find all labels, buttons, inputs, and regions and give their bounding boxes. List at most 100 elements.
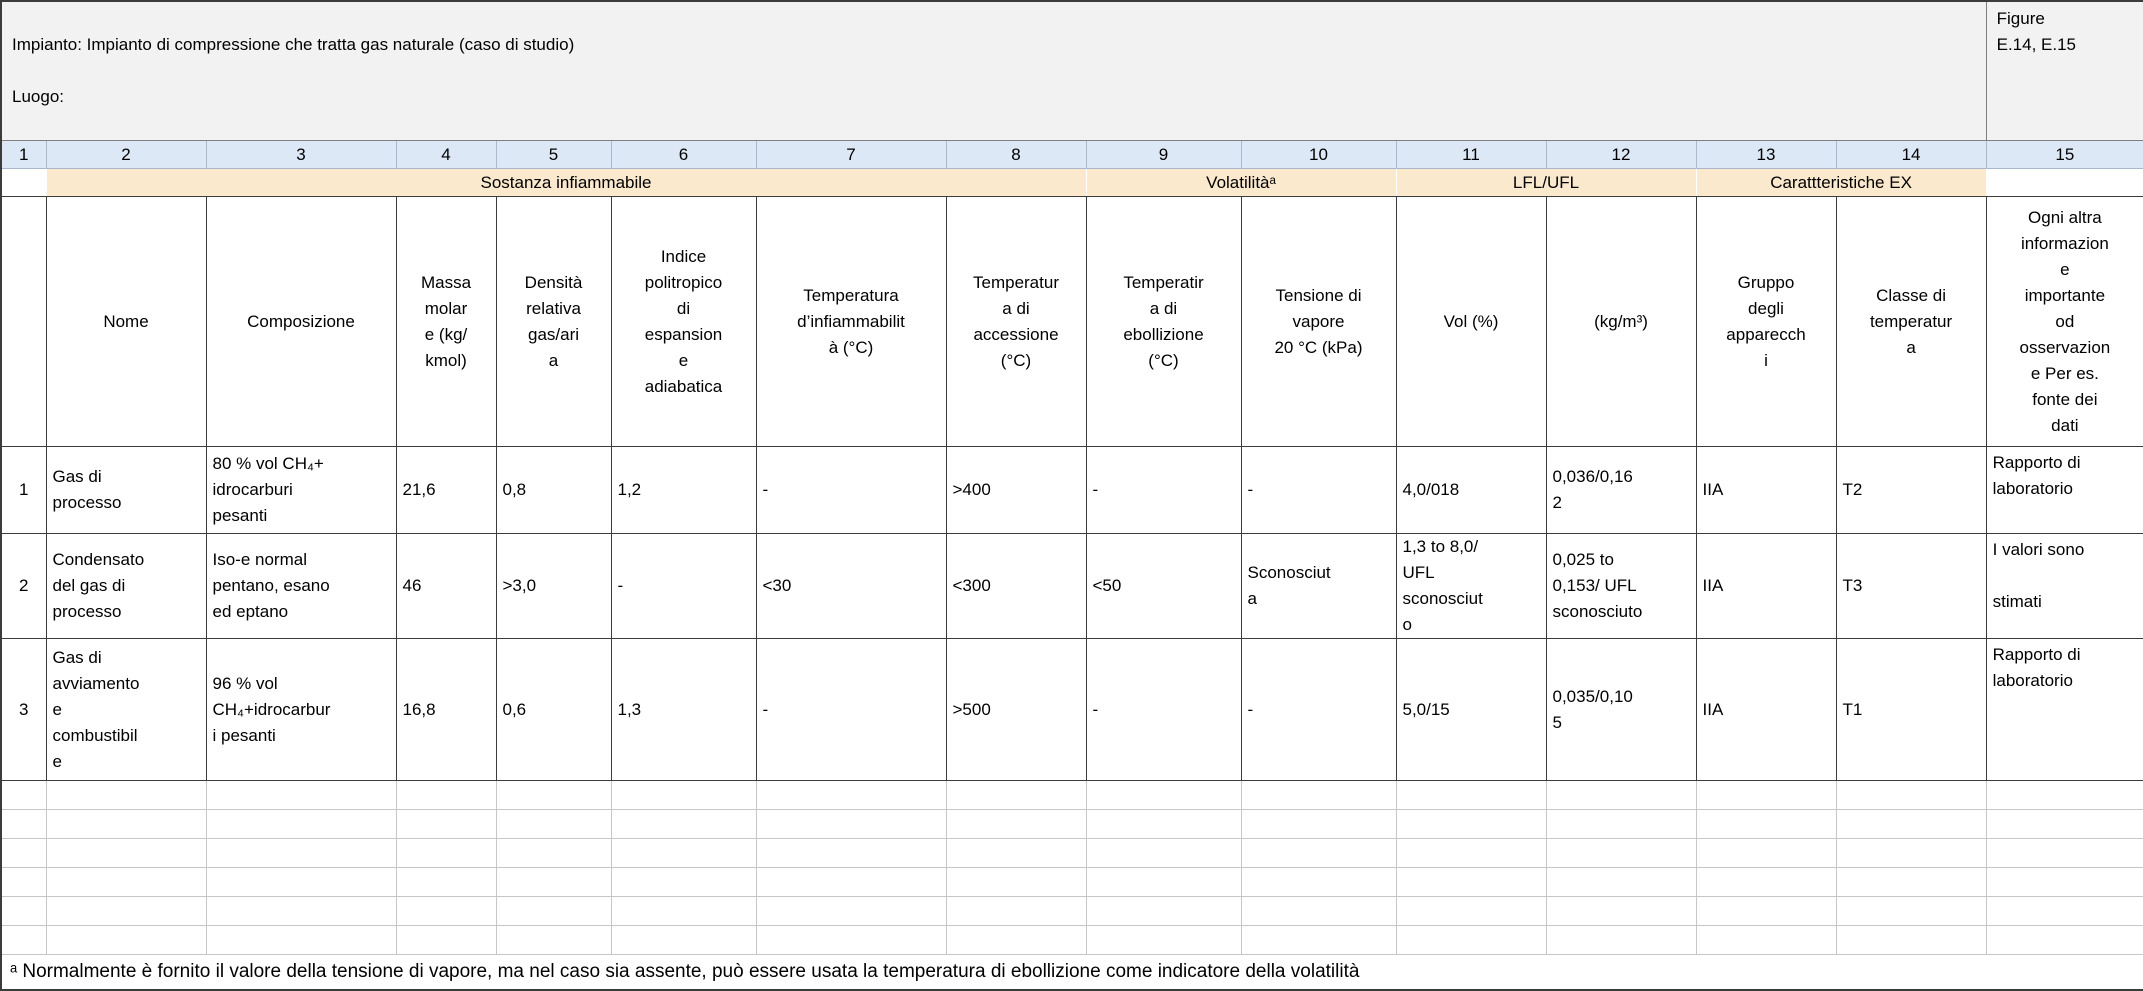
empty-cell bbox=[755, 780, 947, 810]
empty-cell bbox=[495, 809, 612, 839]
empty-row bbox=[0, 896, 2143, 926]
empty-cell bbox=[205, 780, 397, 810]
substance-row-2: 2 Condensato del gas di processo Iso-e n… bbox=[0, 533, 2143, 639]
header-vol-percent: Vol (%) bbox=[1395, 196, 1547, 447]
cell-temp-infiammabilita: <30 bbox=[755, 533, 947, 639]
empty-cell bbox=[610, 896, 757, 926]
row-number: 2 bbox=[0, 533, 47, 639]
empty-cell bbox=[1985, 896, 2143, 926]
empty-cell bbox=[1085, 896, 1242, 926]
empty-cell bbox=[945, 867, 1087, 897]
cell-classe-temperatura: T1 bbox=[1835, 638, 1987, 781]
empty-cell bbox=[395, 780, 497, 810]
cell-temp-ebollizione: - bbox=[1085, 638, 1242, 781]
empty-cell bbox=[1240, 780, 1397, 810]
column-headers-row: Nome Composizione Massa molar e (kg/ kmo… bbox=[0, 196, 2143, 447]
empty-cell bbox=[945, 809, 1087, 839]
empty-row bbox=[0, 838, 2143, 868]
empty-cell bbox=[755, 925, 947, 955]
cell-lfl-ufl-vol: 5,0/15 bbox=[1395, 638, 1547, 781]
cell-temp-accensione: >400 bbox=[945, 446, 1087, 534]
cell-tensione-vapore: - bbox=[1240, 638, 1397, 781]
header-nome: Nome bbox=[45, 196, 207, 447]
cell-lfl-ufl-kg: 0,025 to 0,153/ UFL sconosciuto bbox=[1545, 533, 1697, 639]
cell-composizione: 80 % vol CH₄+ idrocarburi pesanti bbox=[205, 446, 397, 534]
col-number-9: 9 bbox=[1085, 140, 1242, 169]
empty-cell bbox=[1695, 809, 1837, 839]
empty-cell bbox=[1085, 809, 1242, 839]
empty-cell bbox=[1085, 867, 1242, 897]
cell-gruppo-apparecchi: IIA bbox=[1695, 638, 1837, 781]
header-temp-infiammabilita: Temperatura d’infiammabilit à (°C) bbox=[755, 196, 947, 447]
empty-cell bbox=[1985, 838, 2143, 868]
empty-cell bbox=[945, 838, 1087, 868]
empty-cell bbox=[610, 809, 757, 839]
empty-cell bbox=[1985, 867, 2143, 897]
empty-cell bbox=[1240, 896, 1397, 926]
cell-classe-temperatura: T3 bbox=[1835, 533, 1987, 639]
empty-cell bbox=[945, 925, 1087, 955]
cell-densita-relativa: >3,0 bbox=[495, 533, 612, 639]
figure-ref-cell: Figure E.14, E.15 bbox=[1985, 0, 2143, 141]
cell-densita-relativa: 0,8 bbox=[495, 446, 612, 534]
cell-temp-infiammabilita: - bbox=[755, 446, 947, 534]
empty-cell bbox=[1835, 780, 1987, 810]
empty-cell bbox=[755, 809, 947, 839]
cell-composizione: Iso-e normal pentano, esano ed eptano bbox=[205, 533, 397, 639]
empty-cell bbox=[205, 896, 397, 926]
empty-cell bbox=[205, 838, 397, 868]
empty-cell bbox=[395, 867, 497, 897]
empty-cell bbox=[395, 809, 497, 839]
cell-note: Rapporto di laboratorio bbox=[1985, 638, 2143, 781]
cell-temp-ebollizione: <50 bbox=[1085, 533, 1242, 639]
empty-cell bbox=[610, 780, 757, 810]
col-number-2: 2 bbox=[45, 140, 207, 169]
col-number-12: 12 bbox=[1545, 140, 1697, 169]
cell-note: I valori sono stimati bbox=[1985, 533, 2143, 639]
empty-cell bbox=[45, 809, 207, 839]
empty-cell bbox=[1395, 780, 1547, 810]
cell-indice-politropico: 1,3 bbox=[610, 638, 757, 781]
empty-cell bbox=[1240, 809, 1397, 839]
group-lfl-ufl: LFL/UFL bbox=[1395, 168, 1697, 197]
empty-cell bbox=[495, 896, 612, 926]
group-blank-right bbox=[1985, 168, 2143, 197]
group-sostanza-infiammabile: Sostanza infiammabile bbox=[45, 168, 1087, 197]
cell-gruppo-apparecchi: IIA bbox=[1695, 533, 1837, 639]
empty-cell bbox=[1545, 867, 1697, 897]
empty-cell bbox=[1395, 867, 1547, 897]
cell-lfl-ufl-vol: 4,0/018 bbox=[1395, 446, 1547, 534]
column-numbers-row: 1 2 3 4 5 6 7 8 9 10 11 12 13 14 15 bbox=[0, 140, 2143, 169]
empty-row bbox=[0, 780, 2143, 810]
empty-cell bbox=[1695, 838, 1837, 868]
empty-cell bbox=[755, 838, 947, 868]
cell-note: Rapporto di laboratorio bbox=[1985, 446, 2143, 534]
empty-cell bbox=[1545, 925, 1697, 955]
empty-cell bbox=[1545, 780, 1697, 810]
empty-cell bbox=[1545, 809, 1697, 839]
empty-cell bbox=[1395, 925, 1547, 955]
header-temp-accensione: Temperatur a di accessione (°C) bbox=[945, 196, 1087, 447]
empty-cell bbox=[610, 925, 757, 955]
empty-cell bbox=[1695, 867, 1837, 897]
empty-cell bbox=[1835, 867, 1987, 897]
cell-densita-relativa: 0,6 bbox=[495, 638, 612, 781]
group-caratteristiche-ex: Carattteristiche EX bbox=[1695, 168, 1987, 197]
luogo-line: Luogo: bbox=[12, 87, 64, 106]
col-number-7: 7 bbox=[755, 140, 947, 169]
empty-cell bbox=[205, 867, 397, 897]
empty-cell bbox=[0, 896, 47, 926]
group-header-row: Sostanza infiammabile Volatilitàᵃ LFL/UF… bbox=[0, 168, 2143, 197]
header-temp-ebollizione: Temperatir a di ebollizione (°C) bbox=[1085, 196, 1242, 447]
empty-cell bbox=[495, 780, 612, 810]
footnote-section: ᵃ Normalmente è fornito il valore della … bbox=[0, 954, 2143, 990]
substance-row-1: 1 Gas di processo 80 % vol CH₄+ idrocarb… bbox=[0, 446, 2143, 534]
col-number-13: 13 bbox=[1695, 140, 1837, 169]
header-gruppo-apparecchi: Gruppo degli apparecch i bbox=[1695, 196, 1837, 447]
empty-cell bbox=[395, 838, 497, 868]
empty-cell bbox=[1985, 809, 2143, 839]
row-number: 3 bbox=[0, 638, 47, 781]
col-number-8: 8 bbox=[945, 140, 1087, 169]
empty-cell bbox=[0, 809, 47, 839]
